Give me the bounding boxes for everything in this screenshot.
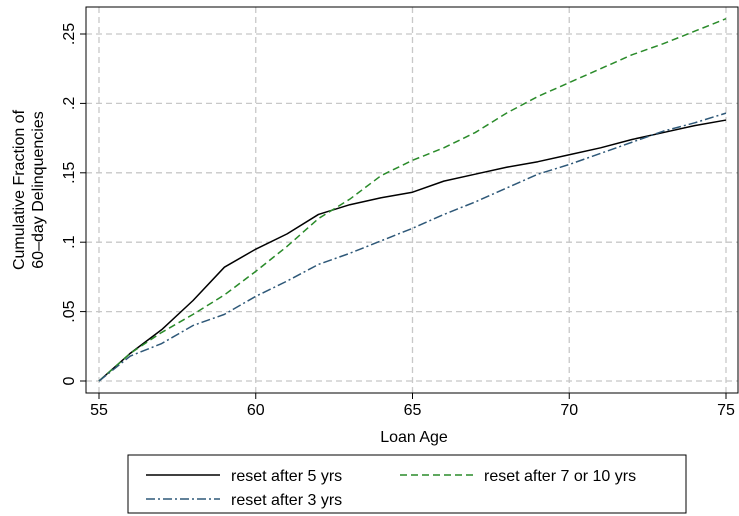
x-tick-label: 60 (247, 402, 265, 419)
series-line-2 (98, 112, 727, 382)
x-tick-label: 75 (717, 402, 735, 419)
y-tick-label: .1 (61, 235, 78, 248)
y-tick-label: .2 (61, 97, 78, 110)
gridlines (86, 7, 738, 393)
y-tick-label: .25 (61, 23, 78, 45)
legend: reset after 5 yrs reset after 7 or 10 yr… (127, 454, 687, 514)
series-lines (98, 18, 727, 382)
legend-label-reset-3: reset after 3 yrs (231, 492, 342, 509)
y-axis-title-line-2: 60–day Delinquencies (30, 111, 47, 268)
x-axis-title: Loan Age (380, 429, 448, 446)
axes: 55 60 65 70 75 0 .05 .1 .15 .2 .25 (61, 23, 735, 419)
x-tick-label: 65 (404, 402, 422, 419)
y-axis-title-line-1: Cumulative Fraction of (11, 109, 28, 270)
legend-box (127, 454, 687, 514)
series-line-0 (98, 119, 727, 382)
y-tick-label: 0 (61, 376, 78, 385)
y-tick-label: .15 (61, 162, 78, 184)
legend-label-reset-7-10: reset after 7 or 10 yrs (484, 468, 636, 485)
legend-label-reset-5: reset after 5 yrs (231, 468, 342, 485)
x-tick-label: 70 (560, 402, 578, 419)
y-tick-label: .05 (61, 300, 78, 322)
x-tick-label: 55 (90, 402, 108, 419)
series-line-1 (98, 18, 727, 382)
